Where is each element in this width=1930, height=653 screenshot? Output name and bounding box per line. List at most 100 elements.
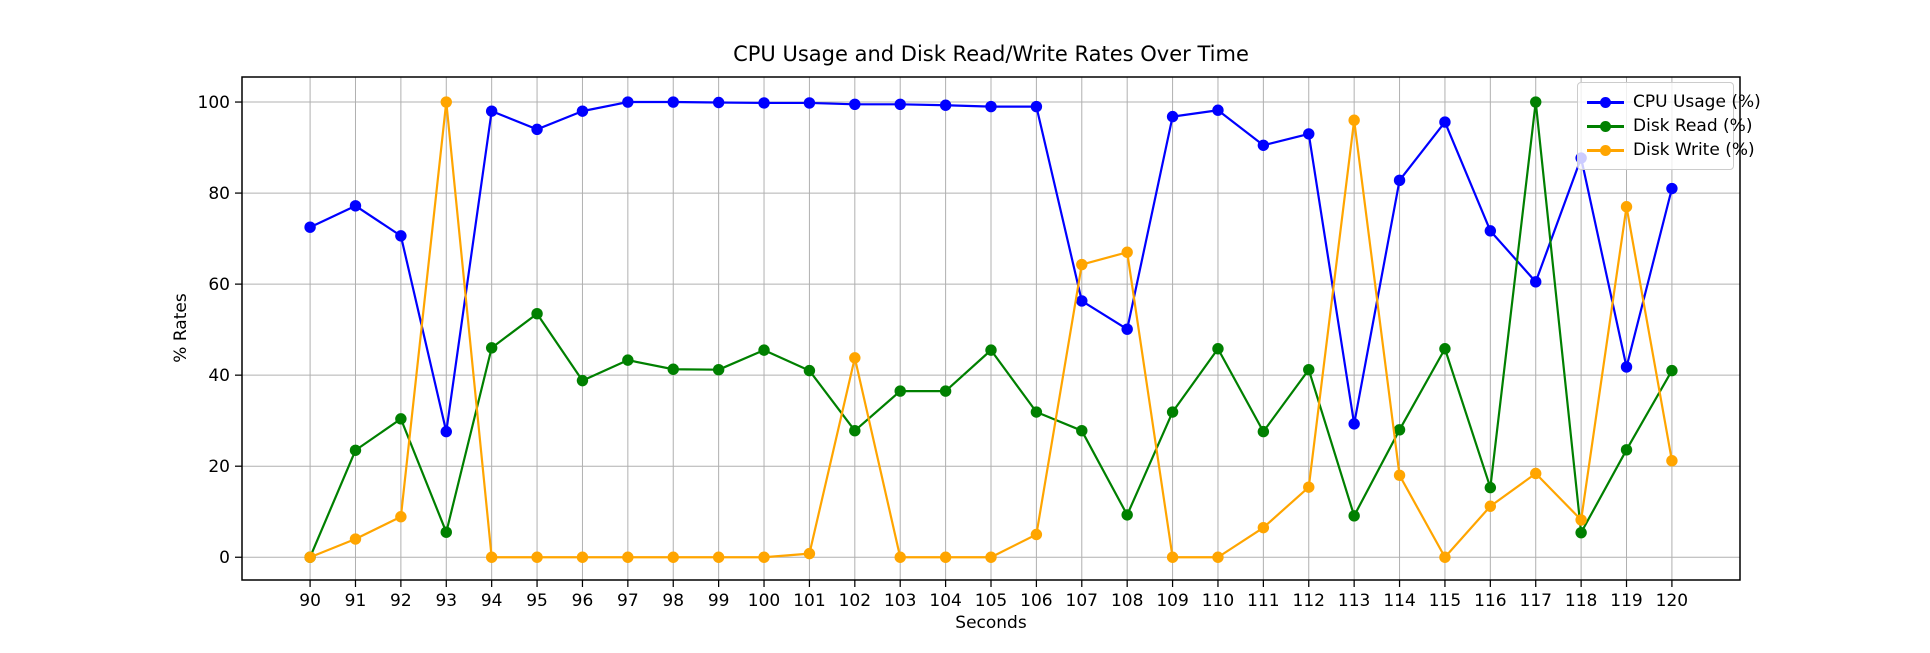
grid	[242, 77, 1740, 580]
data-point-marker	[349, 200, 362, 212]
legend-item-disk-read: Disk Read (%)	[1587, 114, 1752, 138]
data-point-marker	[985, 551, 997, 563]
y-tick-label: 20	[208, 457, 230, 477]
x-tick-label: 113	[1338, 591, 1370, 611]
data-point-marker	[1166, 551, 1179, 563]
data-point-marker	[440, 526, 452, 538]
data-point-marker	[1257, 139, 1270, 151]
x-tick-label: 109	[1156, 591, 1188, 611]
x-tick-label: 95	[526, 591, 548, 611]
data-point-marker	[667, 96, 679, 108]
data-point-marker	[1212, 551, 1224, 563]
data-point-marker	[894, 385, 906, 397]
x-tick-label: 114	[1383, 591, 1415, 611]
data-point-marker	[1030, 100, 1043, 113]
data-point-marker	[1212, 343, 1224, 355]
x-tick-label: 105	[975, 591, 1007, 611]
data-point-marker	[712, 96, 725, 109]
data-point-marker	[576, 374, 589, 387]
data-point-marker	[304, 221, 316, 233]
data-point-marker	[1030, 528, 1043, 541]
data-point-marker	[758, 551, 770, 563]
legend-line-marker-icon	[1587, 144, 1624, 157]
x-tick-label: 110	[1202, 591, 1234, 611]
data-point-marker	[1620, 201, 1633, 213]
y-tick-label: 40	[208, 366, 230, 386]
x-tick-label: 112	[1293, 591, 1325, 611]
data-point-marker	[1257, 521, 1270, 534]
x-tick-label: 120	[1656, 591, 1688, 611]
data-point-marker	[803, 364, 816, 377]
legend-item-disk-write: Disk Write (%)	[1587, 138, 1755, 162]
data-point-marker	[894, 551, 906, 563]
data-point-marker	[395, 511, 407, 523]
data-point-marker	[1620, 361, 1633, 373]
data-point-marker	[1484, 481, 1497, 494]
x-tick-label: 91	[345, 591, 367, 611]
series-markers-disk-read	[304, 96, 1678, 563]
data-point-marker	[440, 425, 452, 438]
data-point-marker	[1030, 406, 1043, 418]
y-tick-label: 0	[219, 548, 230, 568]
data-point-marker	[576, 105, 589, 117]
data-point-marker	[667, 551, 679, 563]
data-point-marker	[304, 551, 316, 563]
data-point-marker	[1666, 455, 1678, 467]
data-point-marker	[1439, 343, 1451, 355]
data-point-marker	[1530, 276, 1542, 288]
data-point-marker	[1348, 510, 1360, 522]
data-point-marker	[849, 98, 861, 111]
legend-item-cpu-usage: CPU Usage (%)	[1587, 90, 1761, 114]
data-point-marker	[1620, 444, 1633, 456]
data-point-marker	[395, 413, 407, 425]
data-point-marker	[485, 551, 498, 563]
series-markers-disk-write	[304, 96, 1678, 563]
chart-title: CPU Usage and Disk Read/Write Rates Over…	[733, 42, 1249, 66]
data-point-marker	[667, 363, 679, 375]
x-tick-label: 97	[617, 591, 639, 611]
tick-labels: 90 91 92 93 94 95 96 97 98 99 100 101 102 103 104 105 10…	[198, 93, 1689, 611]
data-point-marker	[1166, 110, 1179, 123]
data-point-marker	[1121, 246, 1133, 258]
legend-dot-icon	[1600, 120, 1611, 132]
data-point-marker	[576, 551, 589, 563]
x-tick-label: 98	[662, 591, 684, 611]
data-point-marker	[1439, 551, 1451, 563]
legend: CPU Usage (%) Disk Read (%) Disk Write (…	[1577, 82, 1761, 170]
data-point-marker	[349, 533, 362, 545]
data-point-marker	[1348, 114, 1360, 126]
x-tick-label: 94	[481, 591, 503, 611]
x-tick-label: 93	[435, 591, 457, 611]
x-tick-label: 117	[1520, 591, 1552, 611]
x-tick-label: 100	[748, 591, 780, 611]
data-point-marker	[939, 551, 952, 563]
x-tick-label: 115	[1429, 591, 1461, 611]
legend-label-disk-read: Disk Read (%)	[1633, 116, 1753, 136]
y-tick-label: 60	[208, 275, 230, 295]
x-tick-label: 119	[1610, 591, 1642, 611]
x-tick-label: 118	[1565, 591, 1597, 611]
data-point-marker	[395, 230, 407, 242]
data-point-marker	[349, 444, 362, 456]
data-point-marker	[531, 308, 543, 320]
data-point-marker	[985, 100, 997, 113]
data-point-marker	[1257, 425, 1270, 438]
data-point-marker	[1666, 364, 1678, 377]
data-point-marker	[1303, 481, 1315, 493]
data-point-marker	[1439, 116, 1451, 128]
series-markers-cpu-usage	[304, 96, 1678, 438]
data-point-marker	[1166, 406, 1179, 418]
data-point-marker	[803, 97, 816, 109]
data-point-marker	[485, 105, 498, 117]
legend-label-disk-write: Disk Write (%)	[1633, 140, 1755, 160]
data-point-marker	[1121, 323, 1133, 335]
data-point-marker	[1348, 418, 1360, 430]
data-point-marker	[1530, 96, 1542, 108]
data-point-marker	[1303, 363, 1315, 376]
data-point-marker	[1076, 424, 1088, 437]
data-point-marker	[1303, 128, 1315, 140]
legend-dot-icon	[1600, 96, 1611, 108]
x-tick-label: 111	[1247, 591, 1279, 611]
x-tick-label: 102	[839, 591, 871, 611]
data-point-marker	[1212, 104, 1224, 116]
